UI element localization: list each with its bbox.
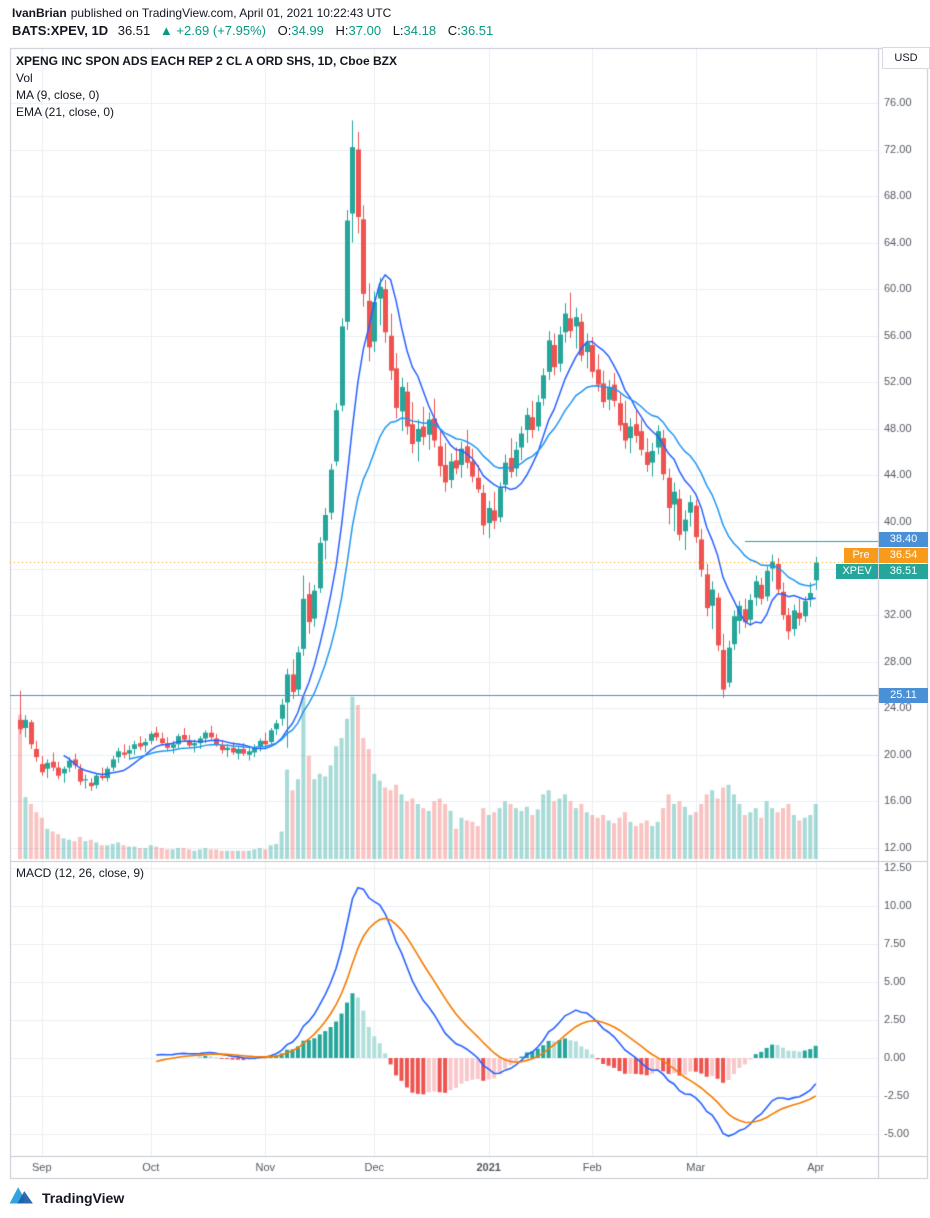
chart-title: XPENG INC SPON ADS EACH REP 2 CL A ORD S… bbox=[16, 54, 397, 68]
high-label: H: bbox=[335, 23, 349, 38]
open-label: O: bbox=[277, 23, 292, 38]
currency-usd-button[interactable]: USD bbox=[882, 47, 930, 69]
price-change: ▲ +2.69 (+7.95%) bbox=[159, 23, 266, 38]
symbol-name: BATS:XPEV, 1D bbox=[12, 23, 109, 38]
low-value: 34.18 bbox=[403, 23, 437, 38]
high-value: 37.00 bbox=[348, 23, 382, 38]
legend-ma: MA (9, close, 0) bbox=[16, 88, 100, 102]
premarket-prefix-label: Pre bbox=[844, 548, 878, 563]
publish-text: published on TradingView.com, April 01, … bbox=[70, 6, 392, 20]
legend-macd: MACD (12, 26, close, 9) bbox=[16, 866, 145, 880]
last-price-label: 36.51 bbox=[879, 564, 928, 579]
price-label-support: 25.11 bbox=[879, 688, 928, 703]
last-price: 36.51 bbox=[117, 23, 151, 38]
close-label: C: bbox=[447, 23, 461, 38]
last-price-symbol-label: XPEV bbox=[836, 564, 878, 579]
symbol-info: BATS:XPEV, 1D 36.51 ▲ +2.69 (+7.95%) O:3… bbox=[12, 23, 493, 38]
tradingview-logo-icon bbox=[8, 1184, 36, 1211]
low-label: L: bbox=[392, 23, 404, 38]
price-label-resistance: 38.40 bbox=[879, 532, 928, 547]
open-value: 34.99 bbox=[291, 23, 324, 38]
tradingview-brand: TradingView bbox=[42, 1189, 125, 1206]
close-value: 36.51 bbox=[460, 23, 494, 38]
tradingview-link[interactable]: TradingView bbox=[8, 1184, 124, 1211]
publish-info: IvanBrian published on TradingView.com, A… bbox=[12, 6, 391, 20]
author-name: IvanBrian bbox=[12, 6, 67, 20]
legend-ema: EMA (21, close, 0) bbox=[16, 105, 115, 119]
legend-volume: Vol bbox=[16, 71, 33, 85]
chart-legend: XPENG INC SPON ADS EACH REP 2 CL A ORD S… bbox=[16, 53, 397, 121]
premarket-price-label: 36.54 bbox=[879, 548, 928, 563]
